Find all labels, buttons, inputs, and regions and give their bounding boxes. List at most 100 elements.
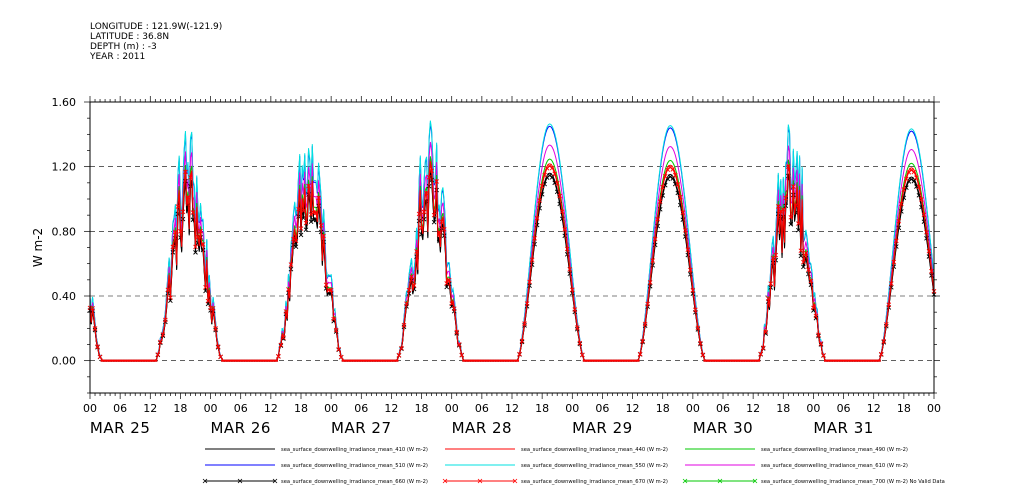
data-point-marker xyxy=(160,332,166,337)
data-point-marker xyxy=(404,301,409,306)
data-point-marker xyxy=(924,229,929,235)
data-point-marker xyxy=(537,198,542,203)
data-point-marker xyxy=(406,287,412,293)
data-point-marker xyxy=(660,184,666,190)
y-axis-label: W m-2 xyxy=(31,228,45,267)
data-point-marker xyxy=(168,295,173,300)
data-point-marker xyxy=(773,252,779,258)
data-point-marker xyxy=(883,322,889,327)
x-tick-label: 18 xyxy=(776,402,790,415)
data-point-marker xyxy=(308,212,314,217)
legend-marker xyxy=(477,478,483,484)
data-point-marker xyxy=(188,175,193,180)
x-tick-label: 06 xyxy=(475,402,489,415)
day-label: MAR 26 xyxy=(210,419,270,437)
data-point-marker xyxy=(323,282,329,288)
data-point-marker xyxy=(808,278,814,284)
data-point-marker xyxy=(190,210,196,215)
data-point-marker xyxy=(778,209,784,214)
data-point-marker xyxy=(680,210,686,215)
data-point-marker xyxy=(929,268,934,274)
data-point-marker xyxy=(198,228,203,234)
data-point-marker xyxy=(803,250,809,256)
x-tick-label: 00 xyxy=(204,402,218,415)
year-label: YEAR : 2011 xyxy=(90,52,146,62)
data-point-marker xyxy=(436,230,442,235)
x-tick-label: 12 xyxy=(143,402,157,415)
legend-label: sea_surface_downwelling_irradiance_mean_… xyxy=(761,463,908,469)
y-tick-label: 0.80 xyxy=(52,225,77,238)
legend-label: sea_surface_downwelling_irradiance_mean_… xyxy=(281,479,428,485)
longitude-label: LONGITUDE : 121.9W(-121.9) xyxy=(90,22,223,32)
data-point-marker xyxy=(321,233,326,239)
data-point-marker xyxy=(293,244,299,250)
legend-marker xyxy=(442,478,448,484)
data-point-marker xyxy=(806,267,811,272)
data-point-marker xyxy=(519,338,525,344)
data-point-marker xyxy=(580,352,585,358)
data-point-marker xyxy=(532,235,537,241)
data-point-marker xyxy=(429,168,434,174)
data-point-marker xyxy=(301,208,306,214)
data-point-marker xyxy=(683,228,688,233)
data-point-marker xyxy=(421,209,427,215)
data-point-marker xyxy=(434,179,439,184)
x-tick-label: 18 xyxy=(535,402,549,415)
data-point-marker xyxy=(765,296,771,301)
depth-label: DEPTH (m) : -3 xyxy=(90,42,157,52)
data-point-marker xyxy=(775,204,781,209)
legend-label: sea_surface_downwelling_irradiance_mean_… xyxy=(521,447,668,453)
data-point-marker xyxy=(791,184,796,189)
data-point-marker xyxy=(695,325,701,331)
x-tick-label: 00 xyxy=(445,402,459,415)
data-point-marker xyxy=(577,340,583,346)
data-point-marker xyxy=(559,209,565,214)
data-point-marker xyxy=(293,238,299,244)
metadata-header: LONGITUDE : 121.9W(-121.9) LATITUDE : 36… xyxy=(90,22,222,62)
x-tick-label: 12 xyxy=(264,402,278,415)
data-point-marker xyxy=(165,287,171,293)
data-point-marker xyxy=(801,259,806,265)
data-point-marker xyxy=(554,180,560,186)
x-tick-label: 06 xyxy=(354,402,368,415)
series-line xyxy=(89,120,935,362)
data-point-marker xyxy=(303,220,309,226)
x-tick-label: 00 xyxy=(806,402,820,415)
data-point-marker xyxy=(780,207,786,213)
data-point-marker xyxy=(637,351,643,357)
data-point-marker xyxy=(549,175,555,180)
x-tick-label: 00 xyxy=(324,402,338,415)
data-point-marker xyxy=(919,197,924,202)
data-point-marker xyxy=(328,291,334,296)
data-point-marker xyxy=(552,171,558,177)
data-point-marker xyxy=(878,351,884,357)
data-point-marker xyxy=(793,202,799,208)
data-point-marker xyxy=(163,317,168,323)
data-point-marker xyxy=(451,306,457,311)
y-tick-label: 1.60 xyxy=(52,96,77,109)
day-label: MAR 25 xyxy=(90,419,150,437)
data-point-marker xyxy=(303,227,309,233)
data-point-marker xyxy=(158,339,163,345)
legend-label: sea_surface_downwelling_irradiance_mean_… xyxy=(521,463,668,469)
data-point-marker xyxy=(685,247,691,253)
x-tick-label: 12 xyxy=(505,402,519,415)
data-point-marker xyxy=(459,352,465,358)
data-point-marker xyxy=(522,321,527,326)
data-point-marker xyxy=(298,232,304,238)
data-point-marker xyxy=(90,305,95,311)
legend-marker xyxy=(272,478,278,484)
data-point-marker xyxy=(419,225,424,231)
data-point-marker xyxy=(396,352,402,358)
data-point-marker xyxy=(693,307,698,313)
data-point-marker xyxy=(183,169,188,175)
data-point-marker xyxy=(655,216,661,222)
legend-label: sea_surface_downwelling_irradiance_mean_… xyxy=(281,447,428,453)
data-point-marker xyxy=(286,287,291,292)
data-point-marker xyxy=(316,195,321,201)
data-point-marker xyxy=(318,223,324,228)
x-tick-label: 00 xyxy=(927,402,941,415)
data-point-marker xyxy=(441,227,447,232)
x-tick-label: 12 xyxy=(384,402,398,415)
